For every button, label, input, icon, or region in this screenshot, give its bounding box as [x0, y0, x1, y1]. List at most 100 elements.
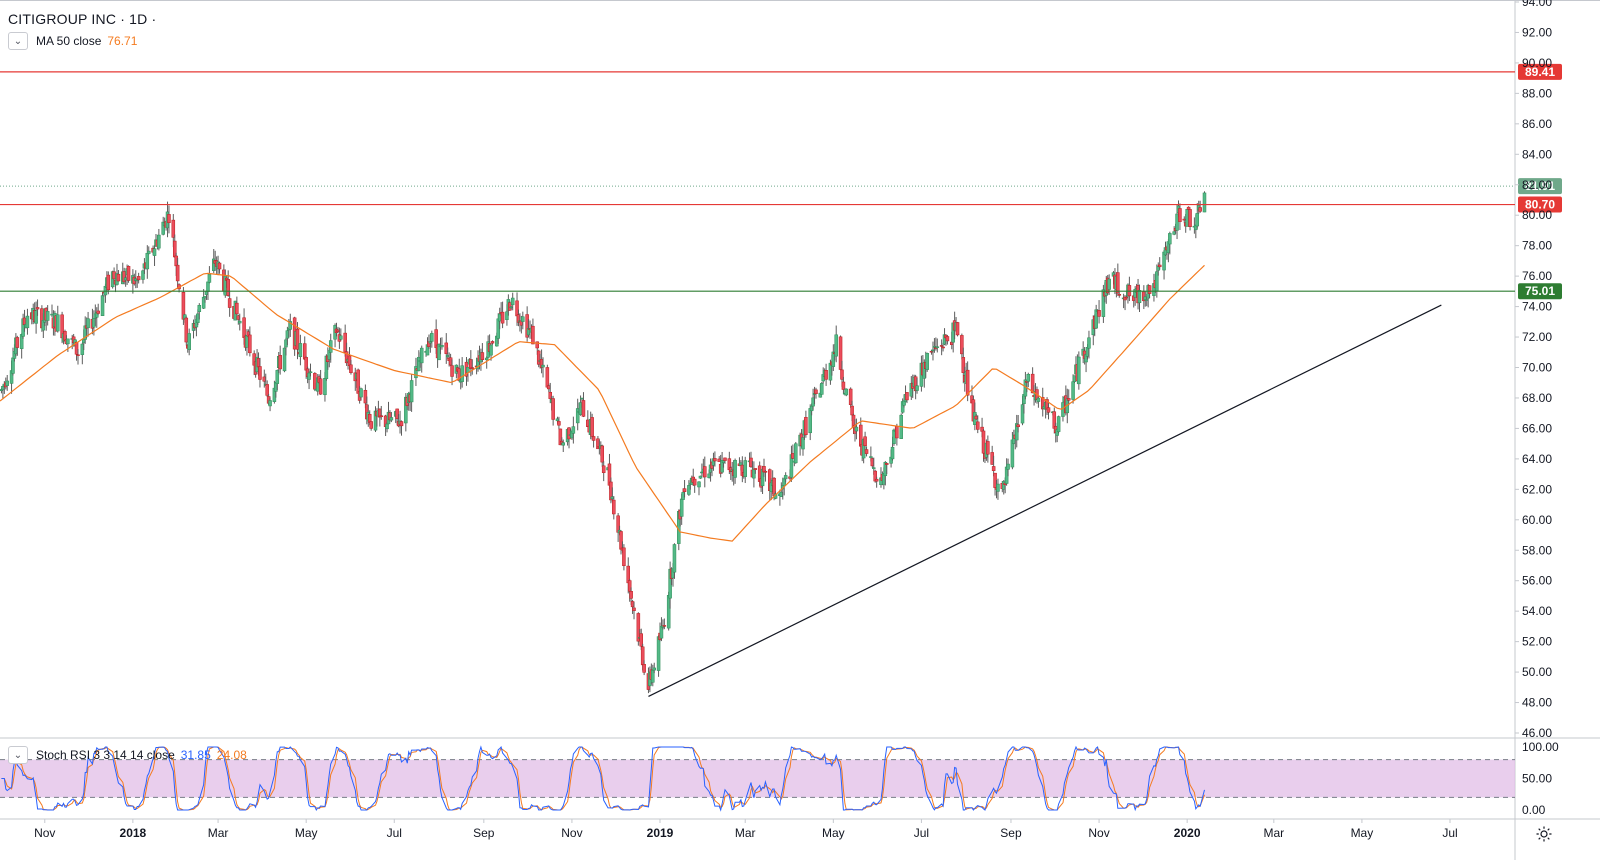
candle — [814, 387, 818, 399]
candle — [359, 387, 363, 401]
candle — [783, 472, 788, 483]
candle — [986, 435, 990, 463]
y-tick-label: 52.00 — [1522, 635, 1552, 649]
candle — [1056, 415, 1061, 434]
candle — [86, 311, 90, 337]
candle — [45, 305, 50, 326]
y-tick-label: 48.00 — [1522, 696, 1552, 710]
candle — [636, 612, 641, 646]
candle — [692, 478, 697, 493]
chevron-down-icon[interactable]: ⌄ — [8, 32, 28, 50]
candle — [275, 369, 280, 391]
candle — [480, 343, 485, 363]
candle — [975, 415, 980, 434]
candle — [854, 418, 859, 440]
x-tick-label: May — [1351, 826, 1374, 840]
y-tick-label: 92.00 — [1522, 25, 1552, 39]
ma-50-series — [0, 264, 1205, 542]
candle — [874, 476, 879, 488]
candle — [500, 301, 505, 329]
ma-50-line — [0, 264, 1205, 542]
candle — [288, 313, 293, 337]
candle — [1137, 284, 1142, 312]
candle — [34, 301, 38, 334]
candle — [844, 388, 849, 397]
candle — [106, 271, 111, 295]
candle — [557, 416, 561, 430]
candle — [1097, 300, 1101, 324]
x-tick-label: Mar — [208, 826, 229, 840]
candle — [1198, 200, 1202, 213]
candle — [824, 363, 828, 386]
candle — [848, 387, 853, 408]
y-tick-label: 62.00 — [1522, 482, 1552, 496]
horizontal-levels: 89.41 80.70 75.01 81.91 — [0, 63, 1562, 697]
candle — [126, 265, 131, 283]
chevron-down-icon[interactable]: ⌄ — [8, 746, 28, 764]
candle — [642, 660, 646, 676]
y-tick-label: 76.00 — [1522, 269, 1552, 283]
candle — [5, 374, 9, 391]
candle — [187, 328, 191, 356]
candle — [141, 269, 145, 284]
y-tick-label: 74.00 — [1522, 300, 1552, 314]
candle — [753, 468, 758, 474]
candle — [622, 544, 626, 571]
candle — [915, 378, 919, 394]
x-tick-label: May — [822, 826, 845, 840]
candle — [1168, 231, 1172, 255]
candle — [561, 439, 566, 453]
candle — [1185, 208, 1189, 227]
stoch-rsi-pane: 100.00 50.00 0.00 — [0, 740, 1559, 817]
y-tick-label: 78.00 — [1522, 239, 1552, 253]
y-tick-label: 46.00 — [1522, 726, 1552, 740]
candle — [76, 348, 80, 365]
candle — [35, 299, 40, 316]
x-tick-label: Nov — [34, 826, 55, 840]
candle — [632, 601, 636, 620]
candle — [440, 337, 444, 350]
axes: 94.00 92.00 90.00 88.00 86.00 84.00 82.00 80.00… — [34, 0, 1552, 840]
candle — [763, 469, 768, 482]
candle — [136, 272, 141, 284]
candle — [687, 480, 691, 496]
candle — [237, 313, 242, 331]
trendline[interactable] — [648, 304, 1442, 697]
osc-y-tick-label: 50.00 — [1522, 772, 1552, 786]
y-tick-label: 58.00 — [1522, 543, 1552, 557]
candle — [217, 262, 222, 274]
chart-title: CITIGROUP INC · 1D · — [8, 11, 157, 27]
svg-text:81.91: 81.91 — [1525, 179, 1555, 193]
candle — [1117, 292, 1122, 298]
y-tick-label: 56.00 — [1522, 574, 1552, 588]
candle — [531, 318, 535, 345]
candle — [96, 303, 100, 316]
candle — [1077, 351, 1081, 390]
candle — [612, 496, 616, 520]
candle — [1036, 396, 1041, 408]
candle — [197, 303, 202, 320]
y-tick-label: 70.00 — [1522, 361, 1552, 375]
y-tick-label: 86.00 — [1522, 117, 1552, 131]
candle — [601, 461, 606, 482]
stoch-d-value: 24.08 — [216, 748, 247, 762]
candle — [703, 456, 707, 488]
candle — [379, 405, 384, 420]
ma-value: 76.71 — [107, 34, 138, 48]
osc-y-tick-label: 100.00 — [1522, 740, 1559, 754]
y-tick-label: 68.00 — [1522, 391, 1552, 405]
candle — [419, 345, 424, 373]
candle — [551, 395, 555, 426]
x-tick-label: Sep — [1000, 826, 1022, 840]
candle — [697, 481, 701, 496]
candle — [733, 458, 737, 484]
gear-icon[interactable] — [1532, 822, 1556, 846]
y-tick-label: 88.00 — [1522, 86, 1552, 100]
candle — [460, 357, 464, 388]
candle — [698, 475, 703, 479]
candle — [581, 392, 586, 418]
candle — [430, 330, 434, 348]
candle — [672, 543, 677, 579]
candle — [207, 266, 212, 284]
